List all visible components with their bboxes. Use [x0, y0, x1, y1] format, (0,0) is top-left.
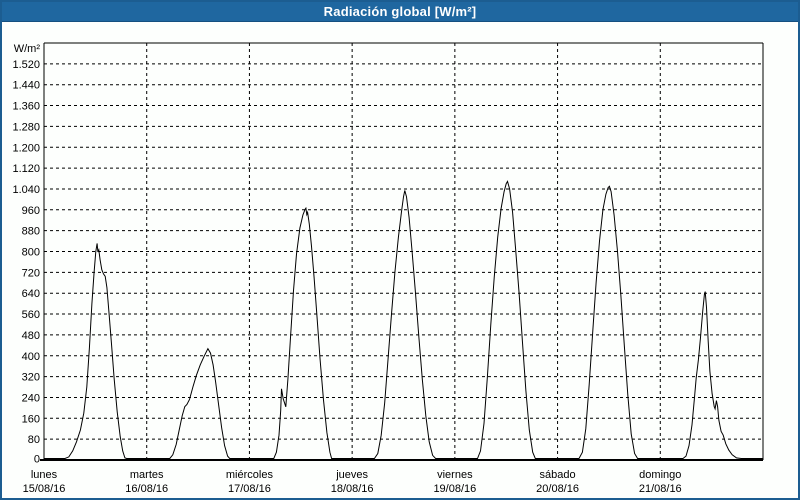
day-date-label: 15/08/16	[23, 483, 66, 495]
x-axis-labels: lunes 15/08/16 martes 16/08/16 miércoles 17/0…	[23, 469, 682, 495]
chart-title: Radiación global [W/m²]	[323, 4, 477, 19]
day-name-label: jueves	[335, 469, 368, 481]
day-date-label: 16/08/16	[125, 483, 168, 495]
y-tick-label: 720	[22, 267, 40, 279]
day-date-label: 20/08/16	[536, 483, 579, 495]
y-tick-label: 320	[22, 372, 40, 384]
y-axis-labels: W/m² 0 80 160 240 320 400 480 560 640 720 800 880 960…	[12, 43, 40, 466]
day-name-label: sábado	[540, 469, 576, 481]
day-date-label: 17/08/16	[228, 483, 271, 495]
vertical-gridlines	[146, 43, 661, 460]
y-tick-label: 560	[22, 309, 40, 321]
y-tick-label: 1.200	[12, 142, 40, 154]
y-tick-label: 160	[22, 413, 40, 425]
y-tick-label: 480	[22, 330, 40, 342]
y-tick-label: 960	[22, 205, 40, 217]
radiation-chart-svg: W/m² 0 80 160 240 320 400 480 560 640 720 800 880 960…	[12, 42, 764, 495]
y-tick-label: 1.280	[12, 121, 40, 133]
day-date-label: 18/08/16	[331, 483, 374, 495]
day-name-label: viernes	[437, 469, 473, 481]
y-tick-label: 1.360	[12, 101, 40, 113]
day-date-label: 19/08/16	[433, 483, 476, 495]
day-name-label: martes	[130, 469, 164, 481]
y-tick-label: 1.120	[12, 163, 40, 175]
y-tick-label: 800	[22, 247, 40, 259]
y-tick-label: 400	[22, 351, 40, 363]
radiation-curve	[44, 180, 763, 459]
window-titlebar: Radiación global [W/m²]	[2, 2, 798, 22]
y-axis-unit-label: W/m²	[14, 43, 41, 55]
y-tick-label: 1.040	[12, 184, 40, 196]
day-name-label: domingo	[639, 469, 681, 481]
horizontal-gridlines	[44, 63, 763, 440]
y-tick-label: 880	[22, 226, 40, 238]
day-name-label: lunes	[31, 469, 58, 481]
day-name-label: miércoles	[226, 469, 274, 481]
y-tick-label: 0	[34, 454, 40, 466]
y-tick-label: 1.440	[12, 80, 40, 92]
y-tick-label: 1.520	[12, 59, 40, 71]
y-tick-label: 640	[22, 288, 40, 300]
y-tick-label: 240	[22, 392, 40, 404]
plot-frame	[40, 42, 764, 461]
y-tick-label: 80	[28, 434, 40, 446]
day-date-label: 21/08/16	[639, 483, 682, 495]
chart-area: W/m² 0 80 160 240 320 400 480 560 640 720 800 880 960…	[2, 22, 798, 498]
